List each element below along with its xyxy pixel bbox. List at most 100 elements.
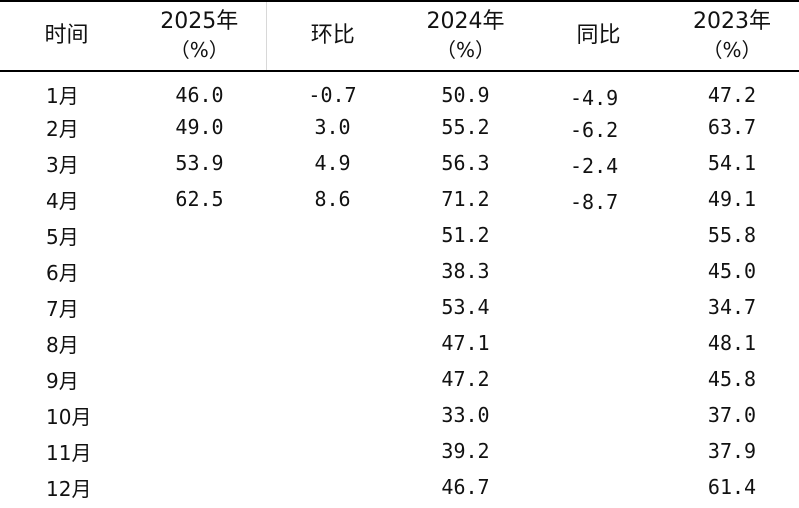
table-row: 9月 47.2 45.8	[0, 361, 799, 397]
cell-month: 12月	[46, 476, 92, 501]
cell-mom	[266, 289, 399, 325]
header-2025: 2025年 （%）	[133, 0, 267, 72]
cell-mom	[266, 325, 399, 361]
cell-2024: 51.2	[441, 223, 490, 247]
cell-mom	[266, 361, 399, 397]
cell-month: 5月	[46, 224, 79, 249]
cell-mom: 4.9	[314, 151, 351, 175]
table-row: 10月 33.0 37.0	[0, 397, 799, 433]
table-row: 1月 46.0 -0.7 50.9 -4.9 47.2	[0, 71, 799, 110]
cell-mom	[266, 253, 399, 289]
cell-2023: 47.2	[707, 82, 757, 107]
cell-2025	[133, 217, 266, 253]
table-row: 8月 47.1 48.1	[0, 325, 799, 361]
cell-2025	[133, 433, 266, 469]
cell-yoy: -4.9	[570, 85, 619, 110]
cell-2025: 49.0	[175, 115, 224, 139]
cell-2023: 61.4	[707, 475, 757, 499]
header-2024: 2024年 （%）	[399, 0, 532, 72]
cell-mom: 8.6	[314, 187, 351, 211]
cell-2024: 47.2	[441, 367, 490, 391]
table-body: 1月 46.0 -0.7 50.9 -4.9 47.2 2月 49.0 3.0 …	[0, 71, 799, 505]
header-mom-label: 环比	[310, 23, 355, 48]
cell-2024: 47.1	[441, 331, 490, 355]
table-row: 11月 39.2 37.9	[0, 433, 799, 469]
cell-2024: 33.0	[441, 403, 490, 427]
header-2025-unit: （%）	[169, 38, 229, 62]
cell-month: 6月	[46, 260, 79, 285]
cell-2024: 46.7	[441, 475, 490, 499]
cell-mom: -0.7	[308, 82, 357, 107]
cell-2025	[133, 253, 266, 289]
cell-month: 1月	[46, 84, 79, 108]
header-2023-unit: （%）	[702, 38, 762, 62]
cell-month: 4月	[46, 188, 79, 213]
cell-yoy	[532, 328, 665, 364]
cell-month: 3月	[46, 152, 79, 177]
table-row: 4月 62.5 8.6 71.2 -8.7 49.1	[0, 181, 799, 217]
header-2025-label: 2025年	[160, 9, 239, 34]
cell-yoy	[532, 256, 665, 292]
table-row: 3月 53.9 4.9 56.3 -2.4 54.1	[0, 145, 799, 181]
cell-yoy	[532, 472, 665, 508]
cell-yoy	[532, 400, 665, 436]
cell-2024: 71.2	[441, 187, 490, 211]
cell-2023: 54.1	[707, 151, 757, 175]
header-2023-label: 2023年	[693, 9, 771, 34]
cell-2024: 50.9	[441, 82, 490, 107]
header-month: 时间	[0, 0, 133, 72]
cell-2023: 45.0	[707, 259, 757, 283]
cell-2023: 63.7	[707, 115, 757, 139]
cell-2024: 56.3	[441, 151, 490, 175]
cell-2025	[133, 289, 266, 325]
cell-2023: 37.0	[707, 403, 757, 427]
cell-2023: 45.8	[707, 367, 757, 391]
cell-2024: 39.2	[441, 439, 490, 463]
header-yoy: 同比	[532, 0, 665, 72]
header-2024-label: 2024年	[426, 9, 505, 34]
header-row: 时间 2025年 （%） 环比 2024年 （%） 同比 2023年	[0, 0, 799, 72]
cell-yoy	[532, 220, 665, 256]
header-mom: 环比	[266, 0, 399, 72]
cell-mom	[266, 433, 399, 469]
cell-mom	[266, 217, 399, 253]
cell-2025: 46.0	[175, 82, 224, 107]
cell-yoy	[532, 292, 665, 328]
cell-month: 9月	[46, 368, 79, 393]
cell-yoy	[532, 364, 665, 400]
cell-yoy: -6.2	[570, 118, 619, 142]
header-2024-unit: （%）	[435, 38, 495, 62]
table-row: 5月 51.2 55.8	[0, 217, 799, 253]
cell-month: 8月	[46, 332, 79, 357]
table-row: 12月 46.7 61.4	[0, 469, 799, 505]
cell-yoy: -2.4	[570, 154, 619, 178]
cell-2024: 55.2	[441, 115, 490, 139]
cell-month: 7月	[46, 296, 79, 321]
cell-2025	[133, 469, 266, 505]
cell-yoy: -8.7	[570, 190, 619, 214]
cell-month: 2月	[46, 116, 79, 141]
cell-2025: 53.9	[175, 151, 224, 175]
cell-2023: 55.8	[707, 223, 757, 247]
cell-2023: 48.1	[707, 331, 757, 355]
header-2023: 2023年 （%）	[665, 0, 799, 72]
cell-mom: 3.0	[314, 115, 351, 139]
cell-2023: 34.7	[707, 295, 757, 319]
cell-2024: 53.4	[441, 295, 490, 319]
table-row: 2月 49.0 3.0 55.2 -6.2 63.7	[0, 109, 799, 145]
cell-2025	[133, 397, 266, 433]
cell-2025	[133, 361, 266, 397]
cell-yoy	[532, 436, 665, 472]
table-row: 6月 38.3 45.0	[0, 253, 799, 289]
cell-2024: 38.3	[441, 259, 490, 283]
cell-mom	[266, 397, 399, 433]
cell-month: 10月	[46, 404, 92, 429]
header-month-label: 时间	[44, 23, 89, 48]
header-yoy-label: 同比	[576, 23, 621, 48]
cell-2023: 49.1	[707, 187, 757, 211]
table-row: 7月 53.4 34.7	[0, 289, 799, 325]
cell-month: 11月	[46, 440, 92, 465]
cell-2025: 62.5	[175, 187, 224, 211]
